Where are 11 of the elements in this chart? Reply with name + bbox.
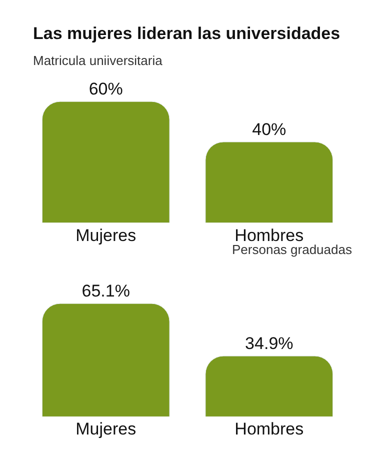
data-label: 40% xyxy=(252,120,286,139)
data-label: 65.1% xyxy=(82,282,130,301)
x-tick-label: Mujeres xyxy=(76,226,136,245)
chart-subtitle: Matricula uniiversitaria xyxy=(33,53,164,68)
x-tick-label: Hombres xyxy=(234,420,304,439)
x-tick-label: Hombres xyxy=(234,226,304,245)
data-label: 34.9% xyxy=(245,334,294,354)
x-tick-label: Mujeres xyxy=(76,420,136,439)
chart-title: Las mujeres lideran las universidades xyxy=(33,24,340,43)
data-label: 60% xyxy=(88,80,123,99)
chart-title: Personas graduadas xyxy=(232,242,352,257)
